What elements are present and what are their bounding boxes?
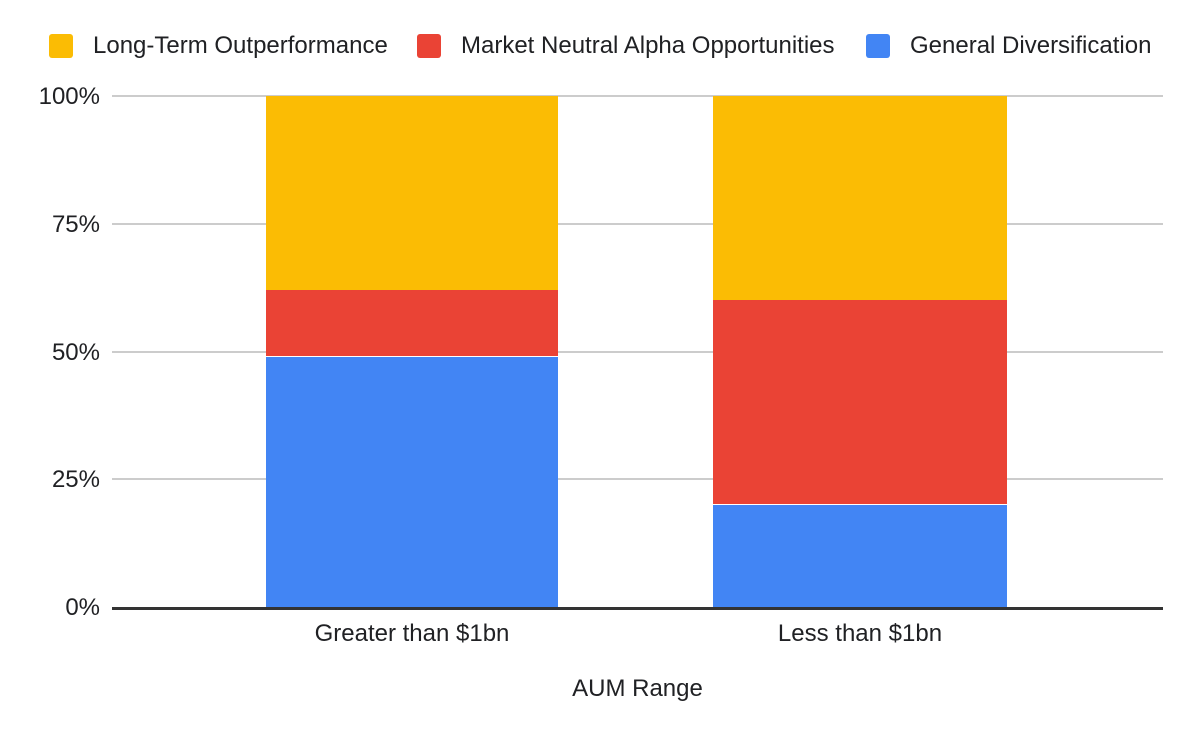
gridline-50 xyxy=(112,351,1163,353)
y-axis-tick-label: 0% xyxy=(65,594,100,621)
x-category-label-greater-than-1bn: Greater than $1bn xyxy=(314,620,510,647)
legend-label: General Diversification xyxy=(910,32,1152,59)
bar-greater-than-1bn xyxy=(266,0,558,608)
bar-segment-less-than-1bn-general-diversification[interactable] xyxy=(713,505,1007,607)
bar-segment-greater-than-1bn-market-neutral-alpha-opportunities[interactable] xyxy=(266,290,558,356)
legend-item-market-neutral-alpha-opportunities[interactable]: Market Neutral Alpha Opportunities xyxy=(417,34,835,58)
legend-color-swatch-icon xyxy=(49,34,73,58)
y-axis-tick-label: 50% xyxy=(51,339,100,366)
y-axis-tick-label: 100% xyxy=(38,83,100,110)
y-axis-tick-label: 25% xyxy=(51,466,100,493)
x-axis-line xyxy=(112,607,1163,610)
bar-segment-greater-than-1bn-long-term-outperformance[interactable] xyxy=(266,96,558,290)
gridline-100 xyxy=(112,95,1163,97)
y-axis-tick-label: 75% xyxy=(51,211,100,238)
bar-segment-less-than-1bn-long-term-outperformance[interactable] xyxy=(713,96,1007,300)
legend-color-swatch-icon xyxy=(417,34,441,58)
bar-segment-greater-than-1bn-general-diversification[interactable] xyxy=(266,357,558,607)
legend-label: Long-Term Outperformance xyxy=(93,32,388,59)
legend-item-long-term-outperformance[interactable]: Long-Term Outperformance xyxy=(49,34,388,58)
gridline-25 xyxy=(112,478,1163,480)
x-axis-title: AUM Range xyxy=(572,675,703,702)
bar-less-than-1bn xyxy=(713,0,1007,608)
legend-label: Market Neutral Alpha Opportunities xyxy=(461,32,835,59)
legend-color-swatch-icon xyxy=(866,34,890,58)
x-category-label-less-than-1bn: Less than $1bn xyxy=(777,620,943,647)
bar-segment-less-than-1bn-market-neutral-alpha-opportunities[interactable] xyxy=(713,300,1007,504)
gridline-75 xyxy=(112,223,1163,225)
legend-item-general-diversification[interactable]: General Diversification xyxy=(866,34,1151,58)
